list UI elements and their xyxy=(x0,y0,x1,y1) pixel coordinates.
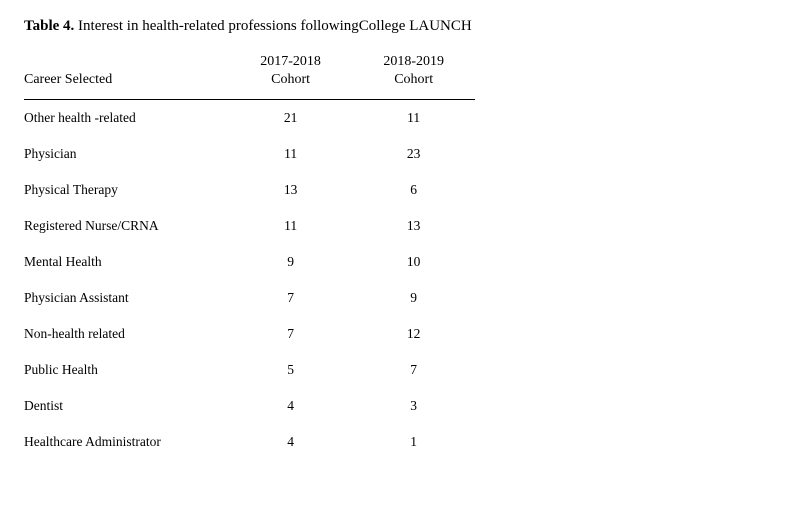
cohort1-cell: 11 xyxy=(229,136,352,172)
cohort2-cell: 13 xyxy=(352,208,475,244)
cohort1-cell: 11 xyxy=(229,208,352,244)
cohort2-line1: 2018-2019 xyxy=(383,54,444,69)
table-row: Physician Assistant79 xyxy=(24,280,475,316)
career-cell: Mental Health xyxy=(24,244,229,280)
cohort2-cell: 11 xyxy=(352,100,475,136)
cohort1-line1: 2017-2018 xyxy=(260,54,321,69)
cohort1-cell: 21 xyxy=(229,100,352,136)
table-row: Non-health related712 xyxy=(24,316,475,352)
cohort2-cell: 3 xyxy=(352,388,475,424)
cohort1-cell: 9 xyxy=(229,244,352,280)
table-header-row: Career Selected 2017-2018 Cohort 2018-20… xyxy=(24,49,475,100)
cohort1-cell: 4 xyxy=(229,388,352,424)
table-row: Public Health57 xyxy=(24,352,475,388)
cohort1-cell: 7 xyxy=(229,316,352,352)
cohort2-cell: 12 xyxy=(352,316,475,352)
cohort1-line2: Cohort xyxy=(271,72,310,87)
table-row: Mental Health910 xyxy=(24,244,475,280)
table-row: Other health -related2111 xyxy=(24,100,475,136)
career-cell: Physical Therapy xyxy=(24,172,229,208)
cohort1-cell: 7 xyxy=(229,280,352,316)
career-cell: Public Health xyxy=(24,352,229,388)
table-row: Healthcare Administrator41 xyxy=(24,424,475,460)
cohort2-cell: 6 xyxy=(352,172,475,208)
table-label-bold: Table 4. xyxy=(24,18,74,34)
career-cell: Healthcare Administrator xyxy=(24,424,229,460)
cohort2-cell: 23 xyxy=(352,136,475,172)
table-label-rest: Interest in health-related professions f… xyxy=(74,18,471,34)
cohort1-cell: 5 xyxy=(229,352,352,388)
col-cohort1-header: 2017-2018 Cohort xyxy=(229,49,352,100)
col-cohort2-header: 2018-2019 Cohort xyxy=(352,49,475,100)
career-cell: Physician xyxy=(24,136,229,172)
career-cell: Physician Assistant xyxy=(24,280,229,316)
career-cell: Dentist xyxy=(24,388,229,424)
cohort2-cell: 10 xyxy=(352,244,475,280)
cohort2-cell: 1 xyxy=(352,424,475,460)
career-cell: Non-health related xyxy=(24,316,229,352)
cohort2-cell: 7 xyxy=(352,352,475,388)
cohort2-cell: 9 xyxy=(352,280,475,316)
col-career-header: Career Selected xyxy=(24,49,229,100)
cohort1-cell: 13 xyxy=(229,172,352,208)
table-row: Physician1123 xyxy=(24,136,475,172)
table-title: Table 4. Interest in health-related prof… xyxy=(24,18,776,35)
cohort1-cell: 4 xyxy=(229,424,352,460)
cohort2-line2: Cohort xyxy=(394,72,433,87)
career-cell: Other health -related xyxy=(24,100,229,136)
table-row: Dentist43 xyxy=(24,388,475,424)
table-row: Registered Nurse/CRNA1113 xyxy=(24,208,475,244)
table-row: Physical Therapy136 xyxy=(24,172,475,208)
table-body: Other health -related2111Physician1123Ph… xyxy=(24,100,475,460)
career-cell: Registered Nurse/CRNA xyxy=(24,208,229,244)
professions-table: Career Selected 2017-2018 Cohort 2018-20… xyxy=(24,49,475,460)
